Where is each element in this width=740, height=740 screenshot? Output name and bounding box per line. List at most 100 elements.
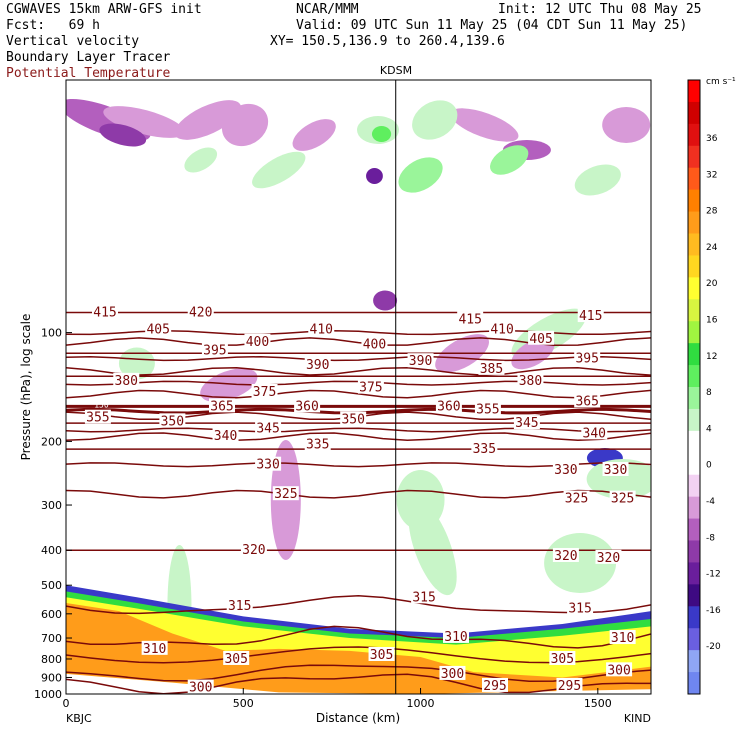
theta-label: 300	[607, 663, 630, 678]
theta-label-bg	[212, 427, 239, 442]
velocity-region	[174, 100, 241, 140]
theta-label: 395	[203, 343, 226, 358]
theta-label-bg	[141, 640, 168, 655]
theta-label: 320	[597, 551, 620, 566]
theta-label-bg	[255, 456, 282, 471]
colorbar-segment	[688, 650, 700, 673]
organization: NCAR/MMM	[296, 2, 359, 17]
theta-label: 345	[515, 416, 538, 431]
theta-label-bg	[574, 393, 601, 408]
theta-label: 305	[370, 648, 393, 663]
theta-label: 405	[146, 322, 169, 337]
theta-label-bg	[478, 360, 505, 375]
colorbar-segment	[688, 343, 700, 366]
theta-label-bg	[457, 311, 484, 326]
theta-label: 325	[611, 492, 634, 507]
theta-label-bg	[609, 490, 636, 505]
theta-label-bg	[574, 350, 601, 365]
colorbar-segment	[688, 628, 700, 651]
velocity-region	[252, 151, 306, 189]
colorbar-tick-label: 28	[706, 207, 718, 217]
theta-contour-300	[66, 664, 651, 683]
x-axis-title: Distance (km)	[316, 711, 400, 725]
theta-label: 335	[473, 442, 496, 457]
theta-label-bg	[251, 384, 278, 399]
colorbar-segment	[688, 145, 700, 169]
theta-contour-345	[66, 427, 651, 433]
colorbar-segment	[688, 584, 700, 607]
theta-label: 330	[604, 463, 627, 478]
theta-contour-340	[66, 432, 651, 442]
theta-label: 365	[575, 394, 598, 409]
colorbar-segment	[688, 189, 700, 213]
theta-label: 385	[480, 362, 503, 377]
colorbar-unit: cm s⁻¹	[706, 77, 736, 87]
theta-label-bg	[581, 425, 608, 440]
theta-label-bg	[244, 333, 271, 348]
theta-label: 415	[579, 309, 602, 324]
mid-station-label: KDSM	[380, 64, 412, 77]
theta-label-bg	[308, 321, 335, 336]
theta-label: 315	[568, 602, 591, 617]
theta-label-bg	[226, 597, 253, 612]
y-tick-label: 200	[41, 435, 62, 448]
theta-label-bg	[609, 630, 636, 645]
theta-label-bg	[407, 353, 434, 368]
theta-label-bg	[357, 379, 384, 394]
velocity-region	[490, 145, 529, 175]
theta-label-bg	[489, 321, 516, 336]
velocity-region	[103, 106, 185, 138]
right-station-label: KIND	[624, 712, 651, 725]
colorbar-segment	[688, 123, 700, 147]
velocity-region	[450, 108, 519, 142]
theta-label-bg	[513, 415, 540, 430]
theta-label: 300	[441, 667, 464, 682]
colorbar-segment	[688, 321, 700, 344]
velocity-region	[398, 157, 443, 193]
theta-label: 310	[611, 631, 634, 646]
theta-label: 310	[143, 642, 166, 657]
y-tick-label: 400	[41, 544, 62, 557]
theta-contour-315	[66, 595, 651, 615]
y-tick-label: 500	[41, 579, 62, 592]
theta-label: 365	[210, 399, 233, 414]
theta-label-bg	[528, 330, 555, 345]
colorbar-tick-label: 8	[706, 388, 712, 398]
theta-label-bg	[556, 677, 583, 692]
velocity-region	[396, 470, 445, 530]
theta-label: 325	[274, 487, 297, 502]
velocity-region	[366, 168, 383, 184]
theta-label: 405	[529, 332, 552, 347]
theta-label-bg	[439, 665, 466, 680]
theta-contour-325	[66, 489, 651, 499]
colorbar-tick-label: 16	[706, 316, 718, 326]
x-tick-label: 1000	[407, 697, 435, 710]
colorbar-segment	[688, 80, 700, 103]
theta-label-bg	[435, 398, 462, 413]
theta-label-bg	[255, 420, 282, 435]
theta-label-bg	[471, 441, 498, 456]
colorbar-segment	[688, 606, 700, 629]
theta-label-bg	[92, 304, 118, 319]
theta-label-bg	[304, 436, 331, 451]
colorbar-segment	[688, 211, 700, 234]
axes: 0 500 1000 1500 100 200 300 400 500 600 700 800 900 1…	[34, 327, 612, 710]
bl-orange	[66, 602, 651, 694]
colorbar-segment	[688, 672, 700, 695]
theta-labels: 415 420 415 415 405 410 410 405 395 400 400 395 380 3…	[84, 304, 636, 696]
theta-label: 395	[575, 352, 598, 367]
theta-label-bg	[340, 411, 367, 426]
colorbar-tick-label: 0	[706, 461, 712, 471]
theta-label-bg	[517, 372, 544, 387]
theta-label: 355	[476, 402, 499, 417]
theta-label-bg	[187, 304, 214, 319]
velocity-region	[373, 290, 398, 311]
theta-contour-375	[66, 389, 651, 399]
theta-label: 305	[224, 652, 247, 667]
theta-label-bg	[145, 321, 172, 336]
theta-label-bg	[187, 679, 214, 694]
theta-label-bg	[567, 600, 594, 615]
colorbar-tick-label: -8	[706, 533, 715, 543]
theta-label-bg	[474, 401, 501, 416]
theta-label: 360	[295, 399, 318, 414]
